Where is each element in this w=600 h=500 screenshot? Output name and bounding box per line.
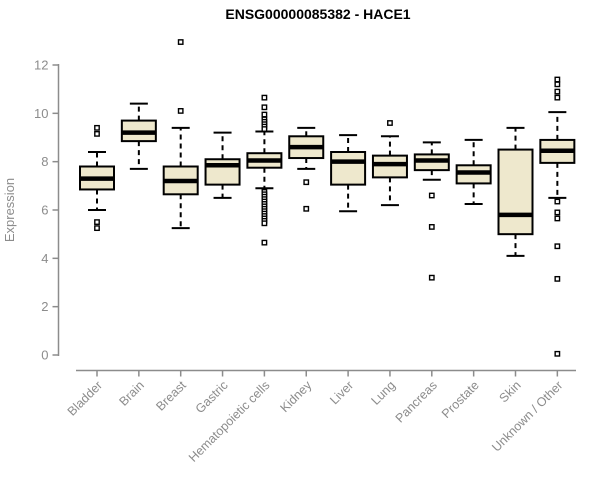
- x-category-label: Bladder: [65, 378, 105, 418]
- x-category-label: Pancreas: [393, 378, 440, 425]
- outlier-point: [94, 124, 100, 131]
- y-axis-title: Expression: [2, 178, 17, 242]
- boxplot-unknown-other: [539, 76, 576, 357]
- boxplot-prostate: [455, 138, 492, 205]
- boxplot-brain: [120, 102, 157, 170]
- y-tick-label: 2: [41, 299, 48, 314]
- outlier-point: [428, 274, 435, 281]
- outlier-point: [94, 225, 100, 232]
- outlier-point: [177, 39, 184, 45]
- x-category-label: Prostate: [439, 378, 482, 421]
- outlier-point: [94, 219, 100, 225]
- boxplot-bladder: [79, 124, 115, 232]
- y-axis: 0 2 4 6 8 10 12 Expression: [2, 58, 60, 363]
- boxplot-breast: [162, 39, 199, 230]
- box: [497, 148, 534, 236]
- x-category-label: Lung: [369, 378, 399, 408]
- outlier-point: [94, 130, 100, 137]
- outlier-point: [303, 179, 310, 186]
- outlier-point: [261, 220, 268, 227]
- y-tick-label: 6: [41, 203, 48, 218]
- outlier-point: [554, 243, 561, 250]
- x-category-label: Hematopoietic cells: [186, 378, 273, 465]
- outlier-point: [554, 215, 561, 222]
- x-category-label: Skin: [497, 378, 524, 405]
- outlier-point: [554, 88, 561, 95]
- x-category-label: Liver: [327, 378, 356, 407]
- outlier-point: [261, 94, 268, 101]
- outlier-point: [303, 205, 310, 212]
- outlier-point: [554, 350, 561, 357]
- outlier-point: [261, 104, 268, 111]
- y-tick-label: 10: [34, 106, 48, 121]
- outlier-point: [554, 275, 561, 282]
- boxplot-liver: [330, 134, 367, 213]
- y-tick-label: 0: [41, 348, 48, 363]
- boxplot-gastric: [204, 131, 241, 199]
- x-category-label: Gastric: [193, 378, 231, 416]
- boxplot-pancreas: [413, 141, 450, 281]
- boxplot-kidney: [288, 126, 325, 212]
- outlier-point: [387, 120, 393, 126]
- outlier-point: [261, 126, 268, 132]
- box: [371, 154, 408, 179]
- outlier-point: [554, 94, 561, 101]
- boxplot-lung: [371, 120, 408, 207]
- boxplot-skin: [497, 126, 534, 257]
- outlier-point: [554, 209, 561, 216]
- chart-title: ENSG00000085382 - HACE1: [225, 6, 410, 22]
- outlier-point: [554, 76, 561, 83]
- outlier-point: [261, 239, 268, 246]
- x-category-label: Kidney: [277, 378, 314, 415]
- x-category-label: Unknown / Other: [489, 378, 565, 454]
- outlier-point: [428, 192, 435, 199]
- box: [330, 151, 367, 186]
- outlier-point: [428, 224, 435, 230]
- y-tick-label: 8: [41, 154, 48, 169]
- outlier-point: [554, 81, 561, 88]
- outlier-point: [554, 198, 561, 205]
- boxplot-hematopoietic-cells: [246, 94, 283, 246]
- y-tick-label: 12: [34, 58, 48, 73]
- outlier-point: [261, 111, 268, 118]
- x-category-label: Brain: [116, 378, 147, 409]
- outlier-point: [177, 108, 184, 114]
- y-tick-label: 4: [41, 251, 48, 266]
- x-category-label: Breast: [153, 378, 189, 414]
